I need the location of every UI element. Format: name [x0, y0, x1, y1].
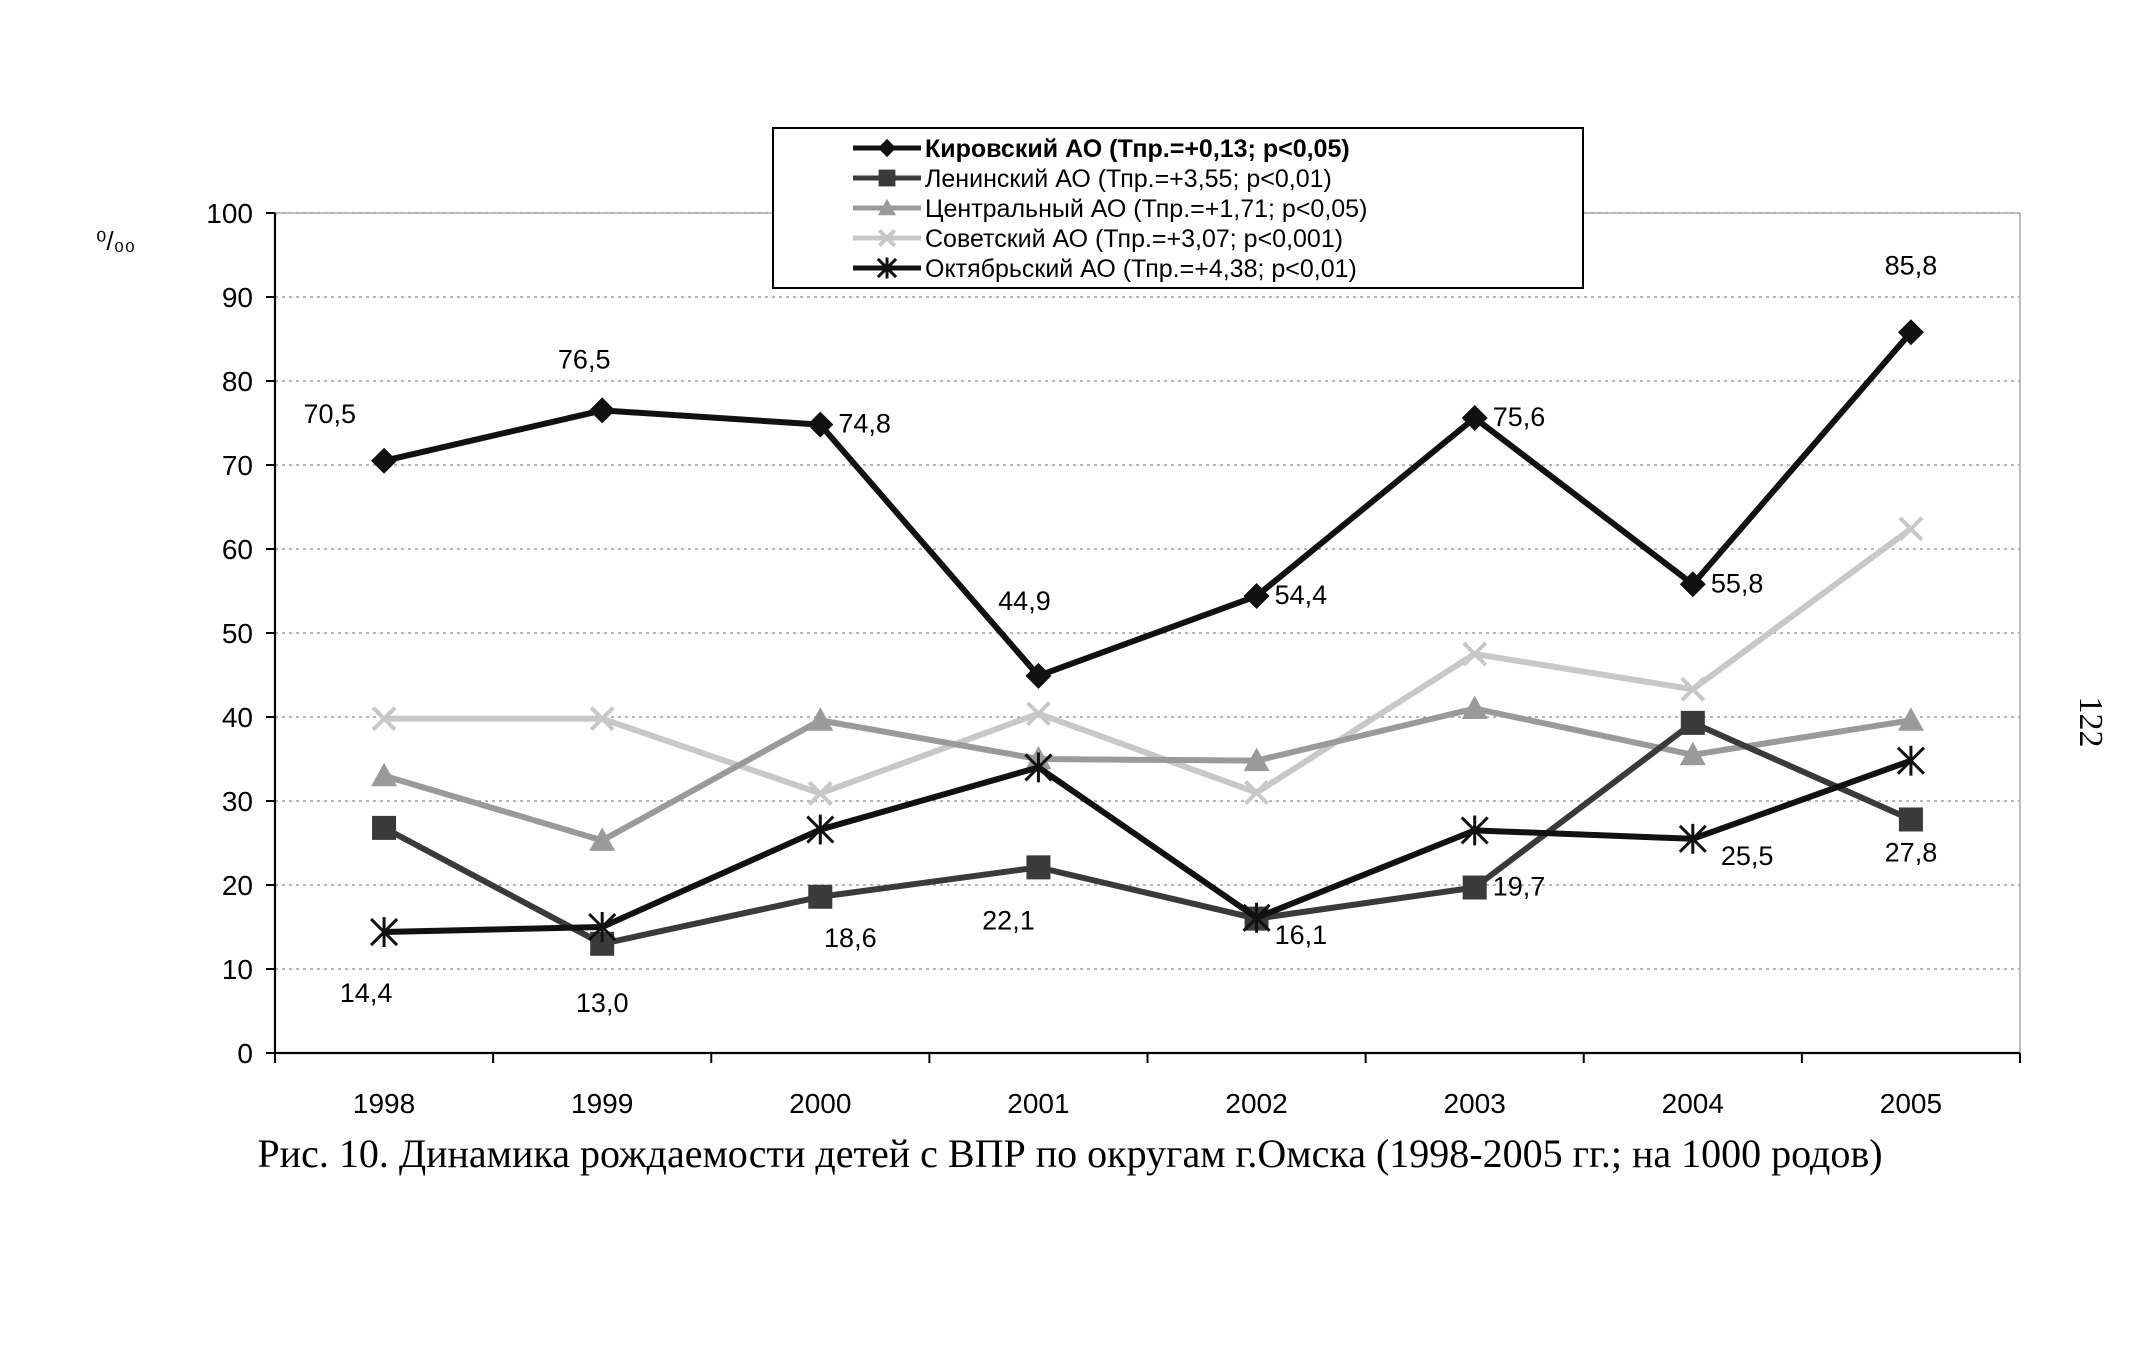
data-point-diamond	[371, 447, 398, 474]
y-tick-label: 40	[222, 702, 253, 733]
data-point-asterisk	[1678, 823, 1707, 854]
y-tick-label: 30	[222, 786, 253, 817]
data-label: 22,1	[982, 905, 1035, 935]
data-point-triangle	[1679, 741, 1706, 766]
data-point-x	[1462, 641, 1488, 667]
series-4	[371, 516, 1924, 806]
data-point-square	[1026, 855, 1051, 880]
data-label: 18,6	[824, 923, 877, 953]
data-label: 54,4	[1275, 580, 1328, 610]
y-tick-label: 20	[222, 870, 253, 901]
axes	[266, 212, 2021, 1063]
y-tick-label: 0	[237, 1038, 253, 1069]
data-point-asterisk	[1242, 902, 1271, 933]
y-tick-label: 50	[222, 618, 253, 649]
data-point-square	[372, 815, 397, 840]
data-point-diamond	[807, 411, 834, 438]
data-point-triangle	[1243, 747, 1270, 772]
legend-entry-label: Центральный АО (Тпр.=+1,71; р<0,05)	[925, 195, 1367, 223]
data-point-triangle	[371, 762, 398, 787]
data-point-diamond	[589, 397, 616, 424]
data-point-triangle	[877, 198, 897, 216]
data-point-asterisk	[806, 814, 835, 845]
data-point-asterisk	[588, 912, 617, 942]
data-point-asterisk	[876, 257, 898, 279]
data-label: 25,5	[1721, 841, 1774, 871]
data-label: 44,9	[998, 586, 1051, 616]
data-labels: 70,5 76,5 74,8 44,9 54,4 75,6 55,8 85,8 13,0 18,6…	[304, 250, 1938, 1018]
data-point-asterisk	[1024, 752, 1053, 783]
page-number: 122	[2072, 697, 2109, 748]
data-label: 16,1	[1275, 920, 1328, 950]
y-tick-label: 10	[222, 954, 253, 985]
data-point-x	[877, 228, 897, 248]
series-1	[371, 319, 1924, 689]
data-point-diamond	[1897, 319, 1924, 346]
legend: Кировский АО (Тпр.=+0,13; р<0,05)Ленинск…	[772, 127, 1584, 289]
data-point-asterisk	[1896, 745, 1926, 776]
series-lines	[370, 319, 1926, 956]
data-point-square	[808, 884, 833, 909]
data-point-square	[1898, 807, 1923, 832]
x-tick-label: 2005	[1880, 1088, 1942, 1119]
data-label: 27,8	[1885, 837, 1938, 867]
y-axis-tick-labels: 0 10 20 30 40 50 60 70 80 90 100	[206, 198, 253, 1069]
y-tick-label: 90	[222, 282, 253, 313]
data-point-triangle	[1897, 707, 1924, 731]
data-point-diamond	[877, 138, 897, 158]
data-point-diamond	[1461, 404, 1488, 431]
series-line	[383, 330, 1914, 679]
legend-entry-label: Октябрьский АО (Тпр.=+4,38; р<0,01)	[925, 255, 1357, 283]
x-tick-label: 2002	[1225, 1088, 1287, 1119]
data-label: 55,8	[1711, 568, 1764, 598]
data-label: 14,4	[340, 978, 393, 1008]
data-point-triangle	[807, 707, 834, 731]
data-point-square	[1462, 875, 1487, 900]
legend-entry-label: Кировский АО (Тпр.=+0,13; р<0,05)	[925, 135, 1350, 163]
data-point-diamond	[1243, 583, 1270, 610]
series-line	[384, 526, 1913, 797]
series-line	[383, 757, 1912, 936]
data-point-triangle	[1461, 695, 1488, 719]
data-label: 74,8	[838, 409, 891, 439]
data-point-asterisk	[370, 917, 399, 947]
x-tick-label: 2000	[789, 1088, 851, 1119]
data-point-square	[1680, 710, 1705, 735]
x-tick-label: 2003	[1444, 1088, 1506, 1119]
x-axis-tick-labels: 1998 1999 2000 2001 2002 2003 2004 2005	[353, 1088, 1942, 1119]
data-point-x	[371, 706, 397, 732]
data-label: 13,0	[576, 988, 629, 1018]
data-point-x	[1898, 516, 1924, 542]
data-point-x	[807, 781, 833, 806]
y-tick-label: 100	[206, 198, 253, 229]
data-label: 19,7	[1493, 872, 1546, 902]
figure-caption: Рис. 10. Динамика рождаемости детей с ВП…	[257, 1131, 1883, 1176]
data-point-asterisk	[1460, 815, 1489, 846]
data-point-triangle	[589, 827, 616, 851]
data-point-square	[878, 169, 896, 187]
data-label: 76,5	[558, 344, 611, 374]
x-tick-label: 2001	[1007, 1088, 1069, 1119]
data-point-diamond	[1025, 662, 1052, 689]
legend-entry-label: Советский АО (Тпр.=+3,07; р<0,001)	[925, 225, 1343, 253]
series-line	[382, 719, 1913, 947]
y-tick-label: 70	[222, 450, 253, 481]
legend-entry-label: Ленинский АО (Тпр.=+3,55; р<0,01)	[925, 165, 1332, 193]
x-tick-label: 1998	[353, 1088, 415, 1119]
data-label: 75,6	[1493, 402, 1546, 432]
y-tick-label: 60	[222, 534, 253, 565]
series-5	[370, 745, 1926, 947]
data-point-x	[1026, 701, 1051, 727]
data-point-x	[589, 706, 615, 732]
data-label: 70,5	[304, 399, 357, 429]
data-label: 85,8	[1885, 250, 1938, 280]
data-point-x	[1680, 676, 1706, 702]
y-axis-unit-label: ⁰/₀₀	[96, 226, 135, 256]
y-tick-label: 80	[222, 366, 253, 397]
data-point-diamond	[1679, 571, 1706, 598]
data-point-x	[1244, 780, 1269, 806]
x-tick-label: 2004	[1662, 1088, 1724, 1119]
x-tick-label: 1999	[571, 1088, 633, 1119]
